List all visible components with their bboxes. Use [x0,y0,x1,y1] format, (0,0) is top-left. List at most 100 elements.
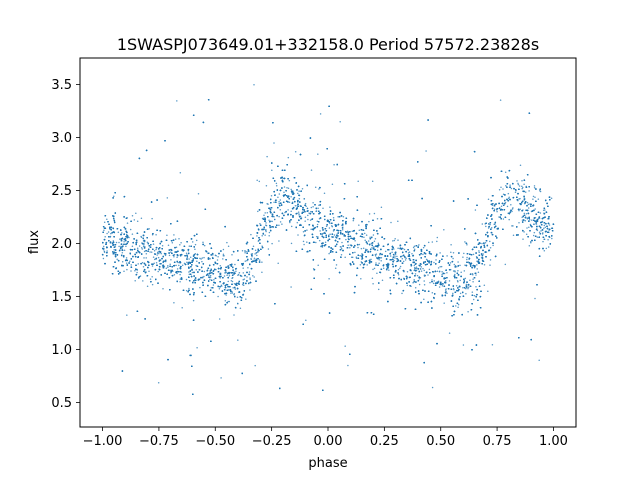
data-point [156,252,159,254]
data-point [315,235,318,238]
data-point [347,244,349,247]
data-point [493,208,496,211]
data-point [287,156,290,159]
data-point [201,260,203,263]
data-point [471,291,474,293]
data-point [414,286,417,289]
data-point [428,268,431,271]
data-point [179,273,181,276]
data-point [464,264,466,266]
data-point [524,220,527,222]
data-point [416,274,419,277]
data-point [151,283,154,286]
data-point [368,213,371,215]
data-point [102,249,105,251]
data-point [407,252,410,254]
data-point [457,303,460,306]
data-point [195,264,197,267]
data-point [261,271,263,274]
data-point [305,319,307,321]
data-point [341,224,343,227]
data-point [298,214,300,216]
data-point [159,259,162,262]
data-point [452,251,455,254]
data-point [253,259,255,261]
data-point [508,196,510,199]
data-point [113,249,115,251]
data-point [463,252,465,255]
data-point [180,271,183,273]
data-point [279,208,282,211]
data-point [194,252,197,255]
data-point [368,220,370,223]
data-point [518,198,520,200]
data-point [396,255,398,258]
data-point [118,245,120,248]
data-point [537,198,540,200]
data-point [489,223,491,226]
data-point [136,220,139,223]
data-point [125,245,127,248]
data-point [427,274,429,276]
data-point [478,251,480,254]
data-point [526,227,528,229]
data-point [238,271,241,274]
data-point [419,277,422,279]
data-point [271,220,273,223]
data-point [397,273,400,276]
data-point [256,254,258,257]
data-point [181,306,183,309]
data-point [278,215,280,218]
data-point [251,255,253,258]
data-point [394,253,397,256]
data-point [201,257,204,259]
data-point [521,180,523,182]
data-point [548,224,551,226]
data-point [167,266,169,269]
data-point [542,240,544,243]
data-point [104,236,106,238]
data-point [233,282,236,285]
data-point [373,267,376,270]
data-point [432,282,435,285]
data-point [228,275,231,277]
data-point [522,238,524,240]
data-point [380,206,383,209]
data-point [155,261,158,264]
data-point [133,219,136,221]
data-point [150,251,153,253]
data-point [146,241,149,244]
data-point [323,218,326,221]
data-point [279,221,282,223]
data-point [318,188,320,190]
data-point [139,275,142,277]
data-point [401,292,403,295]
data-point [443,302,445,304]
data-point [296,221,299,224]
data-point [425,150,427,152]
data-point [255,251,258,254]
data-point [176,100,178,102]
data-point [406,276,409,279]
data-point [209,257,211,260]
data-point [402,260,405,263]
data-point [357,180,359,183]
data-point [155,248,157,251]
data-point [227,289,230,291]
data-point [358,229,361,231]
data-point [267,248,270,250]
data-point [475,274,477,276]
data-point [310,210,312,213]
data-point [308,212,310,214]
data-point [465,283,468,286]
data-point [116,258,118,261]
data-point [388,269,390,271]
data-point [169,263,171,266]
data-point [329,206,331,208]
data-point [253,276,255,278]
data-point [533,223,535,225]
data-point [489,259,492,261]
data-point [492,244,494,247]
data-point [414,267,416,270]
data-point [314,186,317,189]
